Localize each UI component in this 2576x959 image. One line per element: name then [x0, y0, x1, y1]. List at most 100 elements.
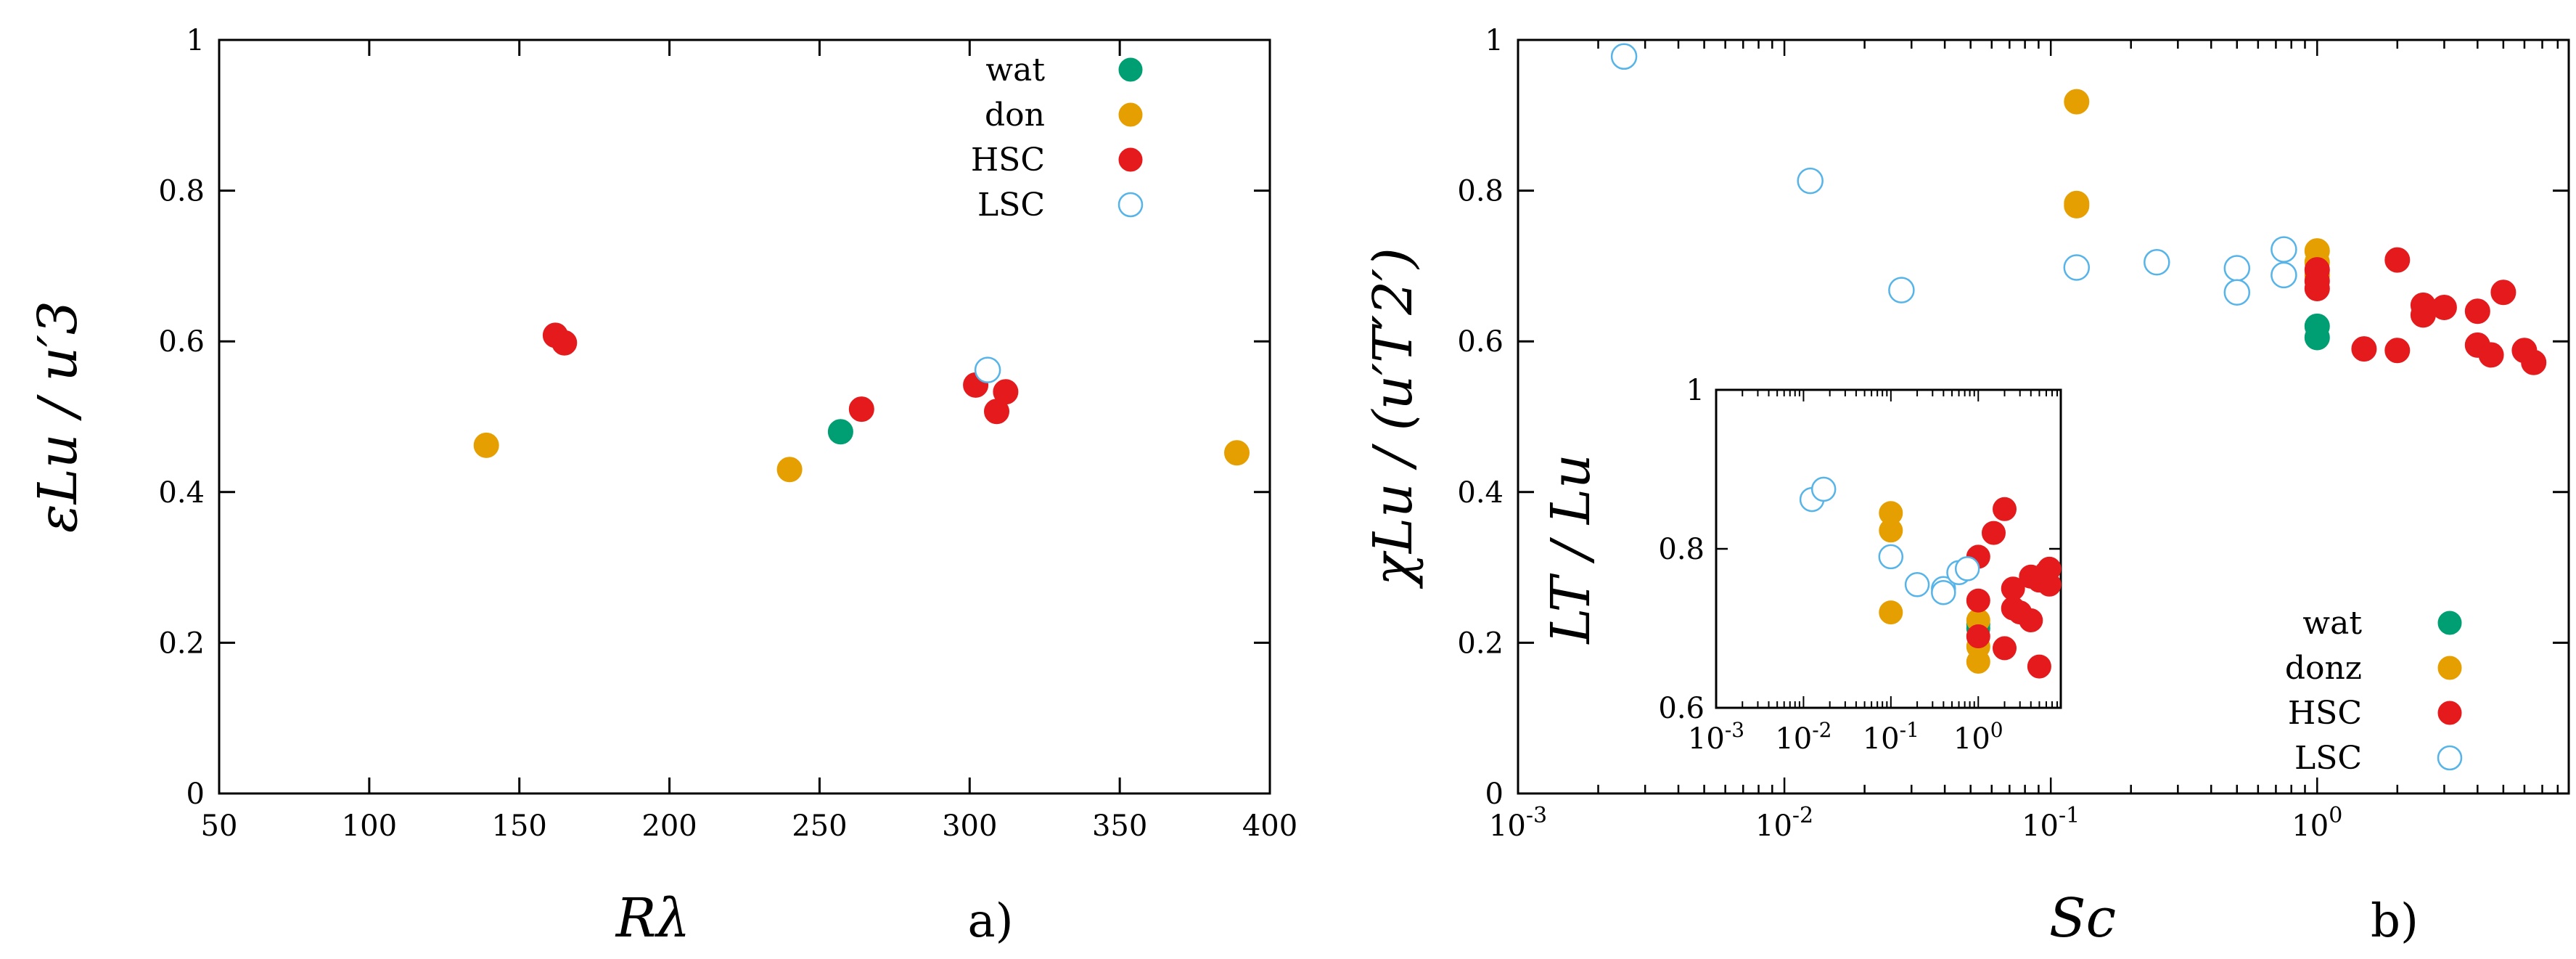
panel-a-x-axis-label: Rλ	[615, 887, 691, 950]
inset-point-HSC-5	[1993, 636, 2017, 661]
inset-point-HSC-2	[1966, 624, 1990, 648]
panel-b-legend-marker-wat	[2437, 611, 2462, 635]
panel-b-ytick-label-5: 1	[1485, 24, 1504, 57]
panel-a-point-LSC-0	[974, 356, 1001, 383]
panel-b-xtick-exponent-2: -1	[2059, 803, 2080, 828]
panel-b-point-donz-2	[2064, 190, 2090, 216]
panel-a-ytick-label-1: 0.2	[158, 627, 205, 660]
panel-b-xtick-label-0: 10-3	[1489, 803, 1547, 843]
panel-b-xtick-label-3: 100	[2292, 803, 2342, 843]
panel-b-point-LSC-1	[1797, 167, 1824, 195]
panel-b-ytick-label-2: 0.4	[1457, 476, 1504, 510]
panel-a-ytick-label-5: 1	[186, 24, 205, 57]
panel-b-xtick-exponent-0: -3	[1526, 803, 1547, 828]
inset-point-HSC-12	[2027, 654, 2051, 679]
inset-point-LSC-2	[1878, 544, 1904, 570]
panel-a-legend-label-HSC: HSC	[971, 142, 1045, 179]
panel-a-ytick-label-0: 0	[186, 778, 205, 811]
panel-a-xtick-label-1: 100	[342, 809, 397, 843]
inset-point-HSC-4	[1993, 497, 2017, 521]
panel-b-point-LSC-3	[2063, 254, 2091, 281]
panel-b-point-LSC-4	[2144, 248, 2170, 276]
inset-point-donz-1	[1879, 518, 1903, 543]
panel-b-legend-label-HSC: HSC	[2288, 695, 2362, 732]
panel-b-frame	[1517, 38, 2570, 795]
panel-a-point-wat-0	[827, 419, 853, 445]
inset-ytick-label-0: 0.6	[1658, 692, 1705, 725]
panel-b-legend-label-LSC: LSC	[2294, 740, 2362, 777]
panel-a-ytick-label-3: 0.6	[158, 325, 205, 359]
inset-point-LSC-7	[1954, 556, 1980, 581]
inset-xtick-exponent-0: -3	[1725, 718, 1744, 742]
inset-ytick-label-2: 1	[1686, 374, 1705, 407]
panel-b-xtick-base-2: 10	[2022, 809, 2059, 843]
panel-b-label: b)	[2371, 894, 2419, 948]
panel-b-point-LSC-7	[2271, 236, 2297, 263]
panel-b-xtick-exponent-1: -2	[1792, 803, 1813, 828]
panel-b-point-wat-1	[2304, 325, 2330, 351]
inset-xtick-exponent-2: -1	[1900, 718, 1919, 742]
panel-b-xtick-base-0: 10	[1489, 809, 1526, 843]
inset-point-LSC-3	[1904, 572, 1930, 597]
panel-b-point-HSC-11	[2478, 342, 2504, 368]
panel-b-ytick-label-1: 0.2	[1457, 627, 1504, 660]
panel-b-point-HSC-14	[2521, 349, 2547, 375]
inset-xtick-exponent-1: -2	[1812, 718, 1831, 742]
panel-a-xtick-label-0: 50	[201, 809, 238, 843]
inset-point-HSC-15	[2037, 572, 2062, 597]
panel-b-point-LSC-8	[2271, 261, 2297, 289]
panel-a-legend-marker-LSC	[1117, 192, 1144, 218]
inset-xtick-base-3: 10	[1953, 722, 1990, 756]
panel-b-point-donz-0	[2064, 89, 2090, 115]
panel-b-point-HSC-3	[2351, 336, 2377, 362]
panel-a-xtick-label-2: 150	[492, 809, 547, 843]
panel-b-legend-label-donz: donz	[2285, 650, 2362, 687]
panel-a-xtick-label-7: 400	[1242, 809, 1297, 843]
inset-point-donz-5	[1966, 650, 1990, 674]
panel-b-point-LSC-0	[1610, 43, 1638, 70]
panel-b-xtick-exponent-3: 0	[2329, 803, 2342, 828]
inset-xtick-label-2: 10-1	[1863, 718, 1919, 756]
inset-point-LSC-1	[1810, 476, 1837, 502]
panel-a-legend-label-LSC: LSC	[977, 187, 1045, 224]
inset-point-HSC-3	[1982, 521, 2006, 545]
panel-b-xtick-base-1: 10	[1755, 809, 1792, 843]
inset-ytick-label-1: 0.8	[1658, 533, 1705, 566]
panel-b-ytick-label-3: 0.6	[1457, 325, 1504, 359]
panel-a-xtick-label-4: 250	[792, 809, 847, 843]
panel-a-ytick-label-2: 0.4	[158, 476, 205, 510]
inset-xtick-label-1: 10-2	[1775, 718, 1831, 756]
panel-b-point-HSC-2	[2304, 276, 2330, 301]
inset-xtick-base-2: 10	[1863, 722, 1900, 756]
panel-a-xtick-label-5: 300	[942, 809, 997, 843]
panel-b-x-axis-label: Sc	[2049, 887, 2116, 950]
panel-a-point-don-0	[473, 432, 499, 458]
inset-point-HSC-1	[1966, 588, 1990, 613]
panel-a-xtick-label-3: 200	[641, 809, 697, 843]
panel-a-y-axis-label: εLu / u′3	[27, 301, 89, 533]
panel-a-xtick-label-6: 350	[1092, 809, 1147, 843]
panel-b-xtick-base-3: 10	[2292, 809, 2329, 843]
inset-xtick-label-0: 10-3	[1688, 718, 1744, 756]
panel-b-point-HSC-8	[2431, 295, 2457, 320]
inset-point-LSC-5	[1931, 579, 1956, 605]
panel-b-legend-marker-HSC	[2437, 701, 2462, 725]
panel-a-legend-marker-don	[1118, 102, 1143, 127]
panel-b-point-HSC-9	[2464, 298, 2490, 325]
panel-a-label: a)	[967, 894, 1013, 948]
panel-b-legend-marker-LSC	[2437, 745, 2463, 771]
panel-a-point-don-2	[1224, 440, 1250, 466]
inset-point-donz-2	[1879, 600, 1903, 625]
panel-b-point-HSC-4	[2384, 247, 2411, 273]
panel-b-point-LSC-6	[2223, 279, 2251, 306]
panel-b-point-LSC-5	[2223, 255, 2251, 282]
panel-b-legend-label-wat: wat	[2302, 605, 2362, 642]
panel-b-point-LSC-2	[1888, 277, 1915, 303]
panel-b-point-HSC-5	[2384, 338, 2411, 364]
panel-b-y-axis-label: χLu / (u′T′2′)	[1362, 248, 1424, 589]
panel-a-frame	[218, 38, 1271, 795]
